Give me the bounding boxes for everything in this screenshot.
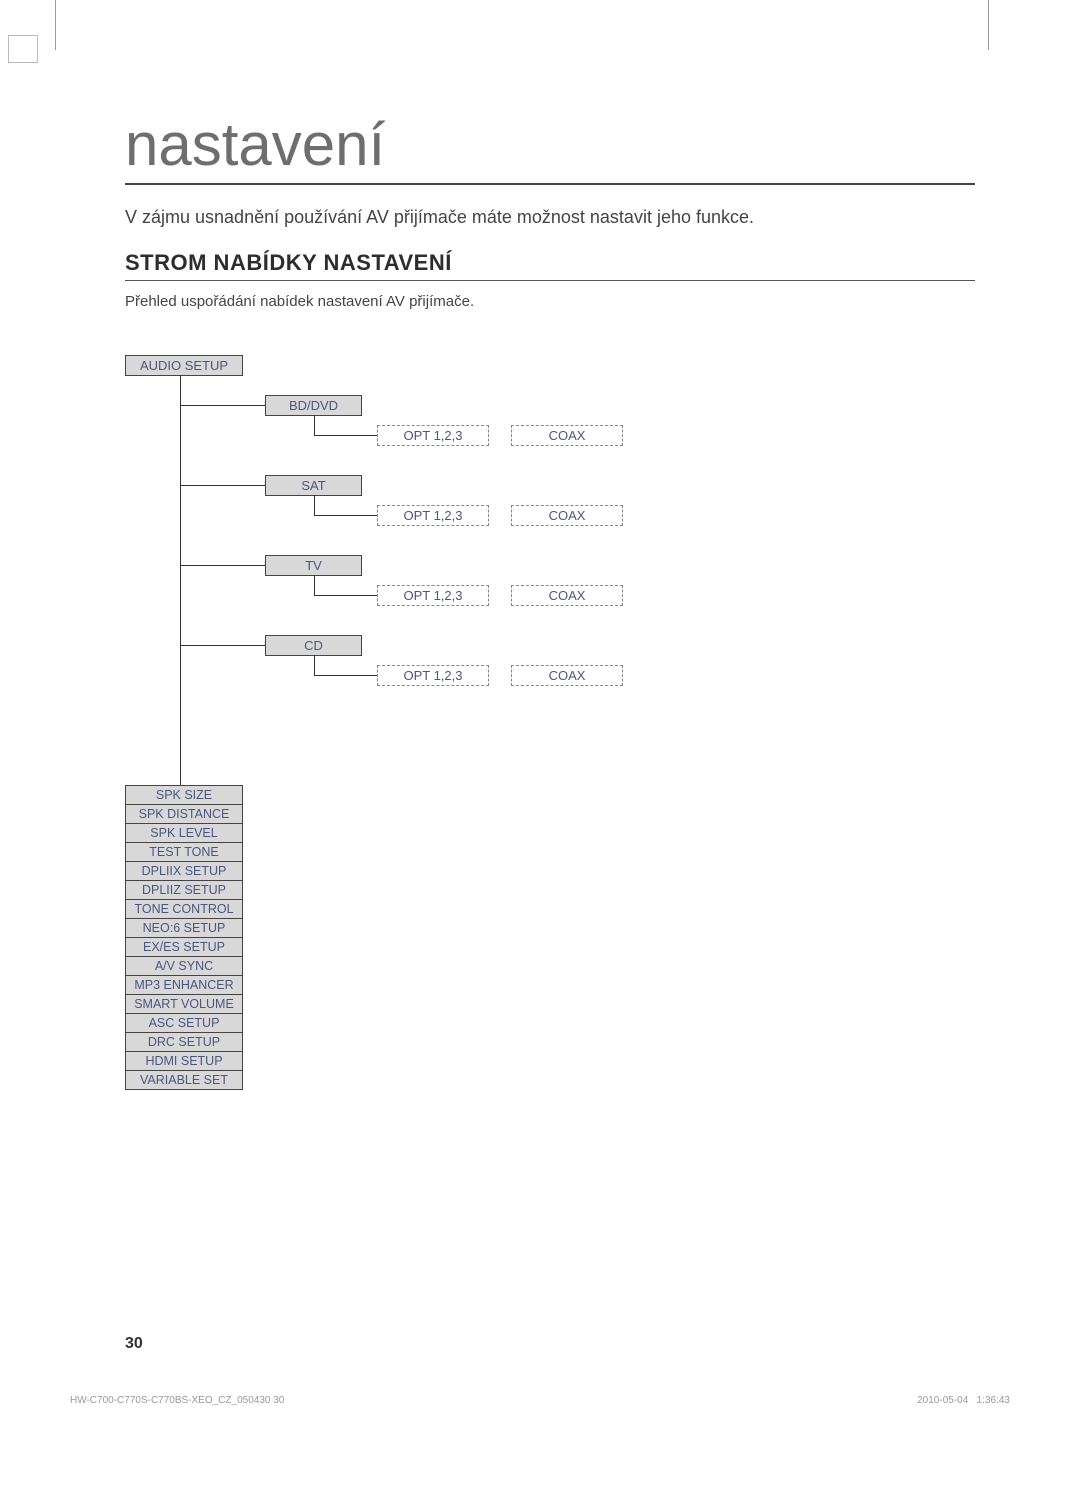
overview-text: Přehled uspořádání nabídek nastavení AV …	[125, 293, 975, 310]
page-number: 30	[125, 1335, 143, 1353]
connector-line	[314, 515, 378, 516]
tree-node-sat: SAT	[265, 475, 362, 496]
tree-node-bddvd: BD/DVD	[265, 395, 362, 416]
tree-leaf-opt: OPT 1,2,3	[377, 425, 489, 446]
tree-leaf-coax: COAX	[511, 505, 623, 526]
tree-stack-item: HDMI SETUP	[125, 1052, 243, 1071]
tree-leaf-opt: OPT 1,2,3	[377, 585, 489, 606]
connector-line	[314, 675, 378, 676]
crop-mark	[988, 0, 989, 50]
tree-stack-item: VARIABLE SET	[125, 1071, 243, 1090]
tree-stack: SPK SIZESPK DISTANCESPK LEVELTEST TONEDP…	[125, 785, 243, 1090]
tree-node-cd: CD	[265, 635, 362, 656]
tree-stack-item: DRC SETUP	[125, 1033, 243, 1052]
connector-line	[314, 575, 315, 595]
connector-line	[180, 645, 265, 646]
tree-stack-item: SPK DISTANCE	[125, 805, 243, 824]
footer-right: 2010-05-04 1:36:43	[917, 1395, 1010, 1406]
tree-stack-item: DPLIIX SETUP	[125, 862, 243, 881]
tree-leaf-coax: COAX	[511, 665, 623, 686]
tree-stack-item: TEST TONE	[125, 843, 243, 862]
crop-mark	[55, 0, 56, 50]
page-title: nastavení	[125, 110, 975, 185]
connector-line	[314, 655, 315, 675]
tree-leaf-opt: OPT 1,2,3	[377, 665, 489, 686]
connector-line	[314, 595, 378, 596]
connector-line	[314, 435, 378, 436]
tree-stack-item: SPK SIZE	[125, 785, 243, 805]
tree-leaf-coax: COAX	[511, 585, 623, 606]
connector-line	[180, 375, 181, 785]
connector-line	[180, 405, 265, 406]
tree-leaf-coax: COAX	[511, 425, 623, 446]
connector-line	[180, 485, 265, 486]
tree-stack-item: MP3 ENHANCER	[125, 976, 243, 995]
tree-stack-item: NEO:6 SETUP	[125, 919, 243, 938]
tree-stack-item: EX/ES SETUP	[125, 938, 243, 957]
tree-stack-item: SMART VOLUME	[125, 995, 243, 1014]
tree-stack-item: TONE CONTROL	[125, 900, 243, 919]
connector-line	[314, 415, 315, 435]
tree-root: AUDIO SETUP	[125, 355, 243, 376]
footer-left: HW-C700-C770S-C770BS-XEO_CZ_050430 30	[70, 1395, 284, 1406]
tree-leaf-opt: OPT 1,2,3	[377, 505, 489, 526]
tree-node-tv: TV	[265, 555, 362, 576]
connector-line	[180, 565, 265, 566]
tree-stack-item: SPK LEVEL	[125, 824, 243, 843]
tree-stack-item: ASC SETUP	[125, 1014, 243, 1033]
section-title: STROM NABÍDKY NASTAVENÍ	[125, 250, 975, 281]
intro-text: V zájmu usnadnění používání AV přijímače…	[125, 207, 975, 228]
tree-stack-item: DPLIIZ SETUP	[125, 881, 243, 900]
content-area: nastavení V zájmu usnadnění používání AV…	[125, 110, 975, 310]
tree-stack-item: A/V SYNC	[125, 957, 243, 976]
crop-box	[8, 35, 38, 63]
connector-line	[314, 495, 315, 515]
